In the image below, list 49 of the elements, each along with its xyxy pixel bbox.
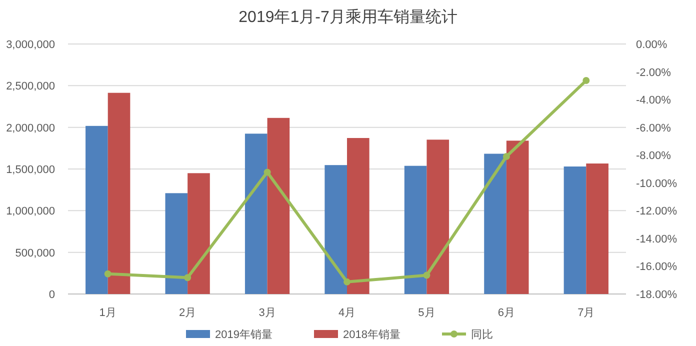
y2-tick-label: 0.00% xyxy=(636,39,668,51)
chart-title: 2019年1月-7月乘用车销量统计 xyxy=(238,8,458,26)
y-tick-label: 1,000,000 xyxy=(6,206,55,218)
legend-label: 2018年销量 xyxy=(343,329,400,341)
point xyxy=(264,168,271,176)
x-tick-label: 6月 xyxy=(498,307,515,319)
y-tick-label: 3,000,000 xyxy=(6,39,55,51)
bar xyxy=(165,193,188,294)
bar xyxy=(484,154,506,294)
bar xyxy=(404,166,427,294)
y-tick-label: 2,000,000 xyxy=(6,122,55,134)
y-tick-label: 0 xyxy=(48,289,55,301)
bar xyxy=(426,140,450,294)
x-tick-label: 4月 xyxy=(338,307,356,319)
x-tick-label: 1月 xyxy=(99,307,116,319)
bar xyxy=(108,92,130,294)
y2-tick-label: -14.00% xyxy=(636,233,678,246)
bar xyxy=(244,134,268,294)
x-tick-label: 2月 xyxy=(179,307,196,319)
y2-tick-label: -16.00% xyxy=(636,261,678,274)
bar xyxy=(564,166,586,294)
bar xyxy=(86,126,108,294)
y-tick-label: 1,500,000 xyxy=(6,164,55,176)
bar xyxy=(586,164,608,294)
bar xyxy=(267,118,290,294)
point xyxy=(184,274,192,282)
y-tick-label: 2,500,000 xyxy=(6,80,55,93)
y2-tick-label: -10.00% xyxy=(636,178,678,190)
y-tick-label: 500,000 xyxy=(15,247,55,260)
legend-label: 2019年销量 xyxy=(215,329,272,341)
bar xyxy=(347,138,370,294)
legend-label: 同比 xyxy=(471,328,493,341)
point xyxy=(423,272,430,279)
y2-tick-label: -4.00% xyxy=(636,94,672,107)
bar xyxy=(506,140,529,294)
bar xyxy=(324,165,347,294)
x-tick-label: 3月 xyxy=(258,307,276,319)
y2-tick-label: -6.00% xyxy=(636,122,672,134)
y2-tick-label: -8.00% xyxy=(636,150,672,162)
point xyxy=(502,153,510,160)
x-tick-label: 7月 xyxy=(578,307,595,319)
bar xyxy=(188,173,210,294)
point xyxy=(344,278,350,286)
y2-tick-label: -12.00% xyxy=(636,206,678,218)
y2-tick-label: -18.00% xyxy=(636,289,678,301)
y2-tick-label: -2.00% xyxy=(636,66,672,79)
x-tick-label: 5月 xyxy=(418,307,436,319)
point xyxy=(582,77,590,84)
point xyxy=(104,270,112,278)
